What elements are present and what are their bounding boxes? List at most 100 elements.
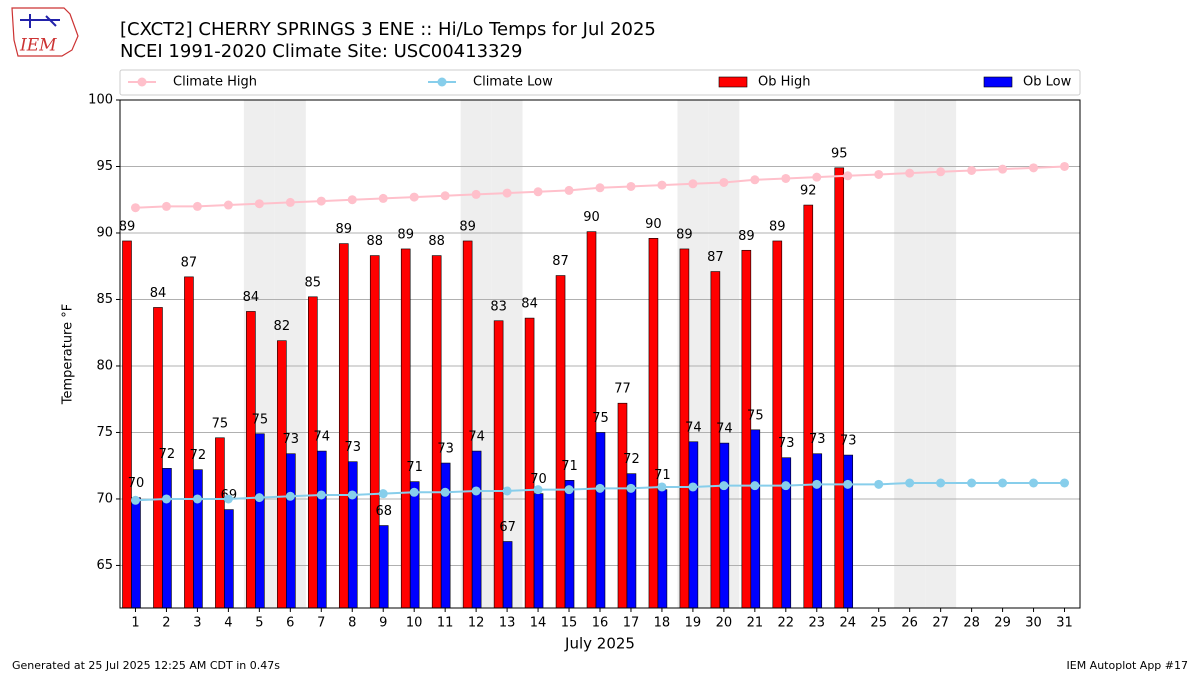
- line-marker: [285, 197, 295, 207]
- legend-label: Ob Low: [1023, 75, 1072, 90]
- line-marker: [688, 179, 698, 189]
- line-marker: [626, 181, 636, 191]
- x-tick-label: 11: [437, 616, 454, 631]
- line-marker: [967, 478, 977, 488]
- data-label: 89: [738, 229, 755, 244]
- x-tick-label: 26: [901, 616, 918, 631]
- line-marker: [192, 201, 202, 211]
- x-tick-label: 24: [839, 616, 856, 631]
- bar: [308, 296, 318, 609]
- line-marker: [688, 482, 698, 492]
- line-marker: [874, 169, 884, 179]
- line-marker: [874, 479, 884, 489]
- data-label: 67: [499, 520, 516, 535]
- data-label: 73: [840, 434, 857, 449]
- bar: [750, 429, 761, 609]
- bar: [400, 248, 411, 609]
- x-tick-label: 19: [685, 616, 702, 631]
- data-label: 75: [212, 416, 229, 431]
- line-marker: [223, 494, 233, 504]
- line-marker: [285, 491, 295, 501]
- y-tick-label: 85: [96, 292, 113, 307]
- logo-icon: [20, 14, 60, 28]
- line-marker: [378, 193, 388, 203]
- line-marker: [936, 167, 946, 177]
- line-marker: [719, 481, 729, 491]
- line-marker: [471, 189, 481, 199]
- data-label: 75: [252, 412, 269, 427]
- bar: [162, 468, 172, 609]
- line-marker: [130, 203, 140, 213]
- bar: [657, 489, 668, 609]
- line-marker: [843, 171, 853, 181]
- data-label: 89: [397, 227, 414, 242]
- legend-box: [119, 69, 1081, 96]
- line-marker: [1029, 163, 1039, 173]
- x-tick-label: 20: [716, 616, 733, 631]
- x-tick-label: 18: [654, 616, 671, 631]
- bar: [378, 525, 389, 609]
- bar: [409, 481, 420, 609]
- bar: [277, 340, 287, 609]
- data-label: 89: [459, 219, 476, 234]
- data-label: 87: [707, 250, 724, 265]
- bar: [772, 240, 783, 609]
- data-label: 90: [583, 210, 600, 225]
- bar: [471, 450, 482, 609]
- y-tick-label: 70: [96, 491, 113, 506]
- line-marker: [595, 483, 605, 493]
- line-marker: [719, 177, 729, 187]
- line-marker: [130, 495, 140, 505]
- x-tick-label: 28: [963, 616, 980, 631]
- data-label: 73: [778, 436, 795, 451]
- bar: [286, 453, 296, 609]
- line-marker: [1060, 161, 1070, 171]
- data-label: 72: [190, 448, 207, 463]
- x-tick-label: 22: [778, 616, 795, 631]
- logo-text: IEM: [19, 36, 57, 56]
- line-marker: [502, 188, 512, 198]
- data-label: 89: [335, 222, 352, 237]
- x-tick-label: 30: [1025, 616, 1042, 631]
- legend-swatch: [718, 76, 748, 88]
- x-tick-label: 5: [255, 616, 263, 631]
- bar: [493, 320, 504, 609]
- legend-marker: [137, 77, 147, 87]
- line-marker: [316, 196, 326, 206]
- footer-right: IEM Autoplot App #17: [1067, 659, 1189, 672]
- bar: [440, 462, 451, 609]
- line-marker: [254, 199, 264, 209]
- line-marker: [161, 494, 171, 504]
- line-marker: [533, 485, 543, 495]
- line-marker: [223, 200, 233, 210]
- x-tick-label: 15: [561, 616, 578, 631]
- line-marker: [440, 191, 450, 201]
- line-marker: [564, 185, 574, 195]
- bar: [710, 271, 721, 609]
- bar: [533, 493, 544, 609]
- line-marker: [905, 168, 915, 178]
- y-tick-label: 100: [88, 93, 113, 108]
- line-marker: [998, 164, 1008, 174]
- data-label: 84: [150, 286, 167, 301]
- weekend-shade: [925, 100, 957, 608]
- bar: [741, 249, 752, 609]
- y-tick-label: 90: [96, 225, 113, 240]
- line-marker: [440, 487, 450, 497]
- data-label: 90: [645, 217, 662, 232]
- data-label: 85: [305, 275, 322, 290]
- x-tick-label: 23: [809, 616, 826, 631]
- data-label: 89: [676, 227, 693, 242]
- x-tick-label: 7: [317, 616, 325, 631]
- x-tick-label: 3: [193, 616, 201, 631]
- x-tick-label: 31: [1056, 616, 1073, 631]
- line-marker: [378, 489, 388, 499]
- x-tick-label: 10: [406, 616, 423, 631]
- line-marker: [347, 490, 357, 500]
- line-marker: [409, 487, 419, 497]
- line-marker: [347, 195, 357, 205]
- line-marker: [781, 173, 791, 183]
- line-marker: [409, 192, 419, 202]
- y-tick-label: 65: [96, 558, 113, 573]
- bar: [246, 311, 256, 609]
